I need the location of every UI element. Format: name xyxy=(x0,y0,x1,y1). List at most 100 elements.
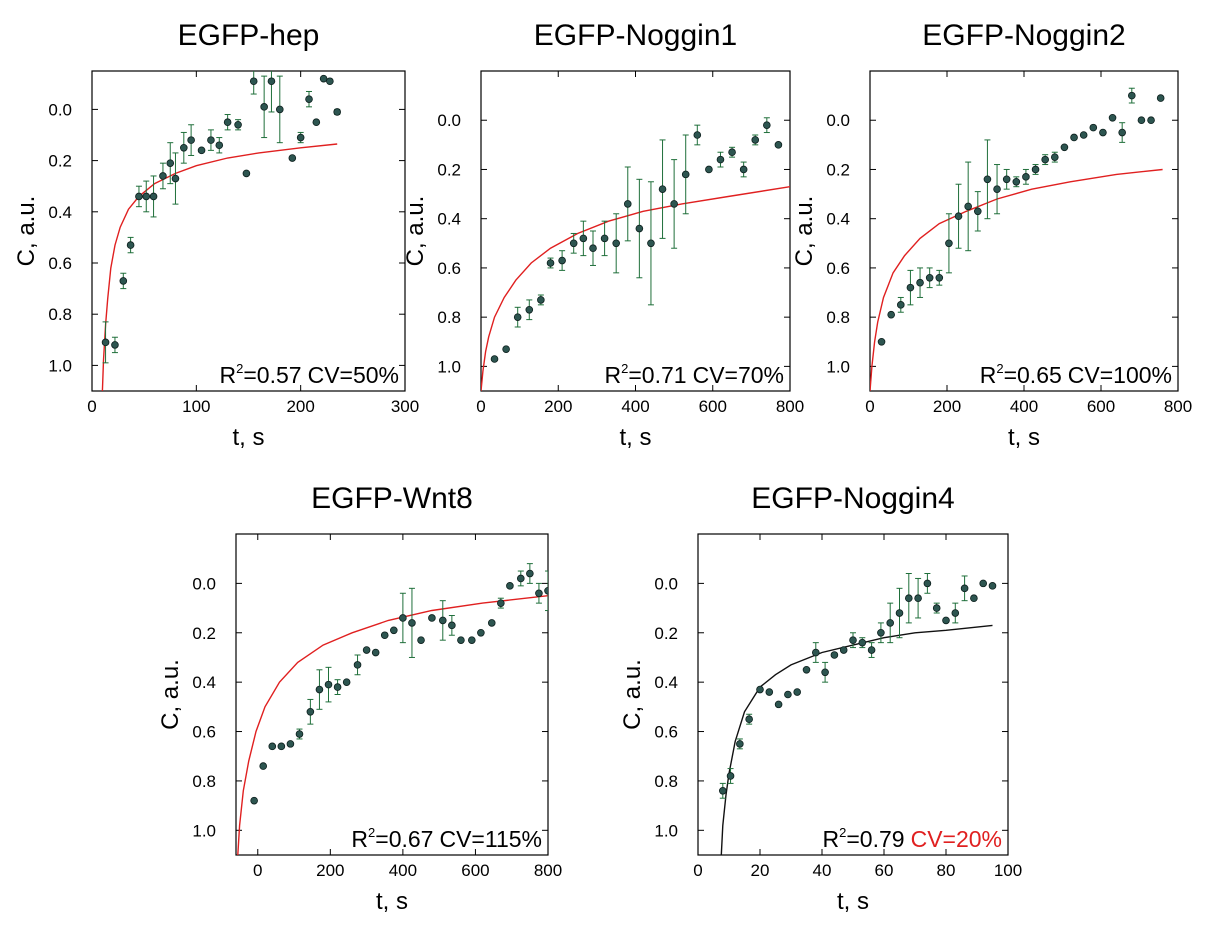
data-point xyxy=(739,165,748,174)
data-point xyxy=(223,118,232,126)
y-tick-label: 0.6 xyxy=(192,723,216,742)
data-point xyxy=(180,144,188,152)
data-point xyxy=(242,169,251,178)
x-tick-label: 0 xyxy=(87,397,96,416)
y-tick-label: 1.0 xyxy=(192,821,216,840)
data-point xyxy=(1051,153,1059,161)
y-tick-label: 0.8 xyxy=(48,305,72,324)
x-tick-label: 0 xyxy=(476,397,485,416)
y-tick-label: 0.4 xyxy=(826,210,850,229)
r2-superscript: 2 xyxy=(996,361,1003,376)
y-tick-label: 1.0 xyxy=(437,357,461,376)
data-point xyxy=(362,646,371,654)
data-point xyxy=(142,192,151,201)
data-point xyxy=(288,154,297,162)
data-point xyxy=(1118,128,1126,137)
data-point xyxy=(745,715,753,723)
data-point xyxy=(305,95,313,103)
data-point xyxy=(324,680,333,689)
y-tick-label: 0.4 xyxy=(192,673,216,692)
data-point xyxy=(886,619,894,627)
chart-title: EGFP-Wnt8 xyxy=(311,482,473,515)
data-point xyxy=(904,594,913,602)
data-point xyxy=(751,136,760,144)
data-point xyxy=(497,599,505,607)
data-point xyxy=(774,141,783,149)
data-point xyxy=(399,614,407,622)
y-axis-label: C, a.u. xyxy=(791,196,818,267)
fit-curve xyxy=(101,143,338,391)
data-point xyxy=(960,584,969,593)
data-point xyxy=(1079,131,1088,139)
y-tick-label: 0.4 xyxy=(437,210,461,229)
data-point xyxy=(428,614,436,622)
x-tick-label: 60 xyxy=(875,861,894,880)
data-point xyxy=(159,172,167,180)
r2-value: =0.67 xyxy=(375,826,433,852)
data-point xyxy=(249,77,258,86)
y-tick-label: 0.4 xyxy=(48,203,72,222)
data-point xyxy=(849,636,857,644)
plot-frame xyxy=(235,533,549,856)
data-point xyxy=(1147,116,1155,125)
fit-stats-annotation: R2=0.71 CV=70% xyxy=(605,361,784,388)
data-point xyxy=(250,796,258,805)
x-tick-label: 20 xyxy=(751,861,770,880)
y-tick-label: 0.8 xyxy=(437,308,461,327)
data-point xyxy=(979,579,987,588)
chart-title: EGFP-Noggin2 xyxy=(922,19,1125,52)
x-tick-label: 100 xyxy=(182,397,210,416)
data-point xyxy=(286,740,295,748)
data-point xyxy=(1156,94,1165,102)
data-point xyxy=(830,651,839,659)
data-point xyxy=(215,141,224,150)
data-point xyxy=(821,668,829,677)
data-point xyxy=(670,200,678,208)
cv-value: CV=20% xyxy=(911,826,1002,852)
data-point xyxy=(1002,175,1011,184)
data-point xyxy=(149,192,158,201)
data-point xyxy=(887,310,895,319)
data-point xyxy=(983,175,992,184)
r2-value: =0.71 xyxy=(628,362,686,388)
x-tick-label: 800 xyxy=(1164,397,1192,416)
data-point xyxy=(993,185,1001,193)
chart-title: EGFP-hep xyxy=(178,19,320,52)
data-point xyxy=(111,341,119,349)
r2-superscript: 2 xyxy=(621,361,628,376)
y-tick-label: 1.0 xyxy=(48,356,72,375)
x-tick-label: 200 xyxy=(933,397,961,416)
data-point xyxy=(448,621,456,630)
y-tick-label: 0.0 xyxy=(437,111,461,130)
x-tick-label: 600 xyxy=(699,397,727,416)
fit-curve xyxy=(481,186,790,391)
data-point xyxy=(1060,143,1069,152)
y-tick-label: 0.2 xyxy=(192,624,216,643)
data-point xyxy=(942,616,950,625)
data-point xyxy=(1137,116,1146,125)
data-point xyxy=(728,148,736,157)
data-point xyxy=(693,131,702,139)
data-point xyxy=(647,239,655,248)
data-point xyxy=(197,146,206,155)
x-tick-label: 800 xyxy=(776,397,804,416)
plot-frame xyxy=(697,533,1009,856)
y-tick-label: 0.6 xyxy=(826,259,850,278)
data-point xyxy=(234,120,242,129)
data-point xyxy=(867,646,876,654)
data-point xyxy=(380,631,389,640)
r2-prefix: R xyxy=(823,826,840,852)
data-point xyxy=(716,155,725,164)
y-axis-label: C, a.u. xyxy=(402,196,429,267)
data-point xyxy=(544,586,548,595)
y-tick-label: 0.8 xyxy=(826,308,850,327)
data-point xyxy=(763,121,771,129)
cv-value: CV=50% xyxy=(308,362,399,388)
data-point xyxy=(487,619,496,627)
r2-superscript: 2 xyxy=(368,825,375,840)
x-axis-label: t, s xyxy=(1008,424,1040,451)
data-point xyxy=(187,136,195,144)
x-tick-label: 80 xyxy=(937,861,956,880)
data-point xyxy=(513,313,522,321)
